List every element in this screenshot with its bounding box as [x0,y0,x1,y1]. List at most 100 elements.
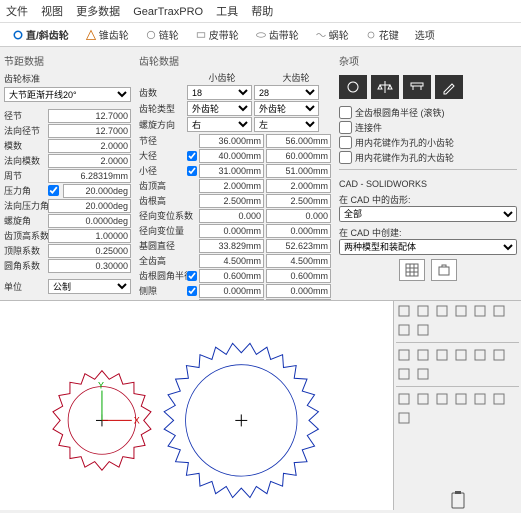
tab-sprocket[interactable]: 链轮 [139,25,185,44]
type2-select[interactable]: 外齿轮 [254,101,319,116]
play-icon-4[interactable] [472,391,488,407]
menu-view[interactable]: 视图 [41,6,63,18]
view-icon-2[interactable] [434,303,450,319]
mid-v2-9[interactable]: 0.600mm [266,269,331,283]
mid-v2-2[interactable]: 51.000mm [266,164,331,178]
mid-v2-7[interactable]: 52.623mm [266,239,331,253]
menu-brand[interactable]: GearTraxPRO [133,6,203,18]
menu-tools[interactable]: 工具 [216,6,238,18]
opt-chk-2[interactable] [339,136,352,149]
mid-v1-0[interactable]: 36.000mm [199,134,264,148]
left-val-10[interactable]: 0.30000 [48,259,131,273]
unit-select[interactable]: 公制 [48,279,131,294]
nav-icon-1[interactable] [415,347,431,363]
mid-chk-1[interactable] [187,151,197,161]
opt-chk-0[interactable] [339,106,352,119]
std-select[interactable]: 大节距渐开线20° [4,87,131,102]
mid-v2-5[interactable]: 0.000 [266,209,331,223]
opt-chk-1[interactable] [339,121,352,134]
view-icon-7[interactable] [415,322,431,338]
nav-icon-7[interactable] [415,366,431,382]
view-icon-6[interactable] [396,322,412,338]
mid-v1-3[interactable]: 2.000mm [199,179,264,193]
mid-v1-8[interactable]: 4.500mm [199,254,264,268]
mid-lbl-1: 大径 [139,149,185,162]
view-icon-1[interactable] [415,303,431,319]
menu-help[interactable]: 帮助 [251,6,273,18]
cad-label: CAD - SOLIDWORKS [339,179,517,189]
nav-icon-4[interactable] [472,347,488,363]
mid-v1-6[interactable]: 0.000mm [199,224,264,238]
nav-icon-3[interactable] [453,347,469,363]
left-val-3[interactable]: 2.0000 [48,154,131,168]
mid-v2-10[interactable]: 0.000mm [266,284,331,298]
mid-v1-7[interactable]: 33.829mm [199,239,264,253]
tool-icon-1[interactable] [339,75,367,99]
nav-icon-6[interactable] [396,366,412,382]
tab-options[interactable]: 选项 [409,25,441,44]
mid-v1-9[interactable]: 0.600mm [199,269,264,283]
play-icon-3[interactable] [453,391,469,407]
mid-v1-2[interactable]: 31.000mm [199,164,264,178]
gear-canvas[interactable]: XY [0,301,393,510]
left-lbl-8: 齿顶高系数 [4,229,46,242]
left-val-0[interactable]: 12.7000 [48,109,131,123]
create-select[interactable]: 两种模型和装配体 [339,239,517,255]
build-icon[interactable] [431,259,457,281]
play-icon-0[interactable] [396,391,412,407]
mid-v2-8[interactable]: 4.500mm [266,254,331,268]
type1-select[interactable]: 外齿轮 [187,101,252,116]
opt-chk-3[interactable] [339,151,352,164]
helix1-select[interactable]: 右 [187,117,252,132]
mid-v2-4[interactable]: 2.500mm [266,194,331,208]
left-val-6[interactable]: 20.000deg [48,199,131,213]
view-icon-3[interactable] [453,303,469,319]
mid-v1-1[interactable]: 40.000mm [199,149,264,163]
left-val-7[interactable]: 0.0000deg [48,214,131,228]
mid-chk-9[interactable] [187,271,197,281]
left-val-5[interactable]: 20.000deg [63,184,131,198]
caliper-icon[interactable] [403,75,431,99]
mid-v2-3[interactable]: 2.000mm [266,179,331,193]
play-icon-2[interactable] [434,391,450,407]
nav-icon-2[interactable] [434,347,450,363]
mid-chk-10[interactable] [187,286,197,296]
mid-v1-4[interactable]: 2.500mm [199,194,264,208]
mid-chk-2[interactable] [187,166,197,176]
mid-v2-6[interactable]: 0.000mm [266,224,331,238]
mid-v2-0[interactable]: 56.000mm [266,134,331,148]
menu-file[interactable]: 文件 [6,6,28,18]
menu-more[interactable]: 更多数据 [76,6,120,18]
left-chk-5[interactable] [48,185,59,196]
tab-spline[interactable]: 花键 [359,25,405,44]
view-icon-0[interactable] [396,303,412,319]
view-icon-4[interactable] [472,303,488,319]
left-val-8[interactable]: 1.00000 [48,229,131,243]
tab-bevel[interactable]: 锥齿轮 [79,25,135,44]
nav-icon-5[interactable] [491,347,507,363]
tab-worm[interactable]: 蜗轮 [309,25,355,44]
left-val-1[interactable]: 12.7000 [48,124,131,138]
view-icon-5[interactable] [491,303,507,319]
play-icon-5[interactable] [491,391,507,407]
nav-icon-0[interactable] [396,347,412,363]
shape-select[interactable]: 全部 [339,206,517,222]
play-icon-1[interactable] [415,391,431,407]
play-icon-6[interactable] [396,410,412,426]
left-val-9[interactable]: 0.25000 [48,244,131,258]
grid-icon[interactable] [399,259,425,281]
teeth2-select[interactable]: 28 [254,85,319,100]
edit-icon[interactable] [435,75,463,99]
clipboard-icon[interactable] [450,492,466,508]
left-val-2[interactable]: 2.0000 [48,139,131,153]
helix2-select[interactable]: 左 [254,117,319,132]
balance-icon[interactable] [371,75,399,99]
tab-spur[interactable]: 直/斜齿轮 [6,25,75,44]
mid-v1-10[interactable]: 0.000mm [199,284,264,298]
teeth1-select[interactable]: 18 [187,85,252,100]
tab-belt[interactable]: 齿带轮 [249,25,305,44]
mid-v2-1[interactable]: 60.000mm [266,149,331,163]
tab-pulley[interactable]: 皮带轮 [189,25,245,44]
mid-v1-5[interactable]: 0.000 [199,209,264,223]
left-val-4[interactable]: 6.28319mm [48,169,131,183]
